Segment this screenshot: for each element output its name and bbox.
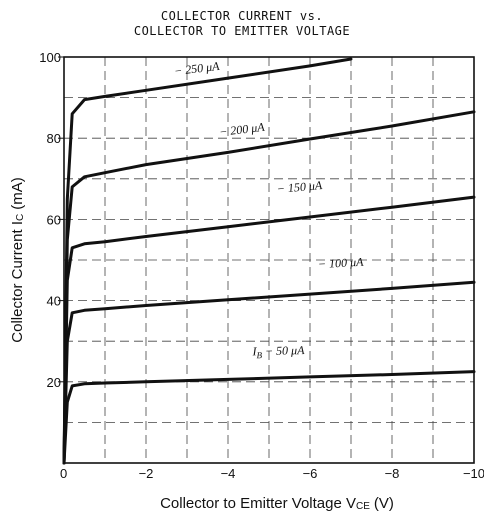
curve-label: − 100 μA bbox=[318, 255, 365, 271]
axis-ticks: 0 −2 −4 −6 −8 −10 20 40 60 80 100 bbox=[39, 50, 484, 481]
x-tick-label: 0 bbox=[60, 466, 67, 481]
y-axis-label-unit: (mA) bbox=[9, 177, 26, 210]
x-tick-label: −6 bbox=[303, 466, 318, 481]
curve-label-subscript: B bbox=[256, 350, 262, 360]
curve-label-text: − 50 μA bbox=[265, 343, 305, 358]
chart-title-line-1: COLLECTOR CURRENT vs. bbox=[160, 9, 324, 23]
y-axis-label-subscript: C bbox=[15, 214, 26, 221]
curve-label-text: I bbox=[251, 344, 257, 358]
data-curves bbox=[62, 57, 476, 465]
curve-line bbox=[62, 280, 476, 465]
curve-line bbox=[62, 57, 353, 465]
x-tick-label: −8 bbox=[385, 466, 400, 481]
chart-title-line-2: COLLECTOR TO EMITTER VOLTAGE bbox=[133, 24, 351, 38]
y-tick-label: 20 bbox=[47, 375, 61, 390]
x-tick-label: −10 bbox=[463, 466, 484, 481]
plot-frame bbox=[63, 56, 475, 464]
curve-line bbox=[62, 370, 476, 465]
curve-label: IB − 50 μA bbox=[251, 343, 305, 360]
x-axis-label-unit: (V) bbox=[374, 495, 394, 512]
y-axis-label: Collector Current IC (mA) bbox=[9, 177, 26, 342]
x-tick-label: −4 bbox=[221, 466, 236, 481]
curve-line bbox=[62, 110, 476, 465]
y-tick-label: 80 bbox=[47, 131, 61, 146]
x-axis-label-text: Collector to Emitter Voltage V bbox=[160, 495, 356, 512]
y-axis-label-text: Collector Current I bbox=[9, 221, 26, 343]
y-tick-label: 100 bbox=[39, 50, 61, 65]
curve-labels: IB − 50 μA − 100 μA − 150 μA − 200 μA − 250 μ… bbox=[173, 59, 364, 361]
y-tick-label: 40 bbox=[47, 294, 61, 309]
y-tick-label: 60 bbox=[47, 212, 61, 227]
curve-label: − 150 μA bbox=[276, 178, 323, 196]
curve-label: − 200 μA bbox=[218, 120, 265, 140]
curve-line bbox=[62, 195, 476, 465]
grid-lines bbox=[64, 57, 474, 463]
x-tick-label: −2 bbox=[139, 466, 154, 481]
x-axis-label: Collector to Emitter Voltage VCE (V) bbox=[160, 495, 394, 512]
curve-label: − 250 μA bbox=[173, 59, 220, 79]
x-axis-label-subscript: CE bbox=[356, 501, 370, 512]
